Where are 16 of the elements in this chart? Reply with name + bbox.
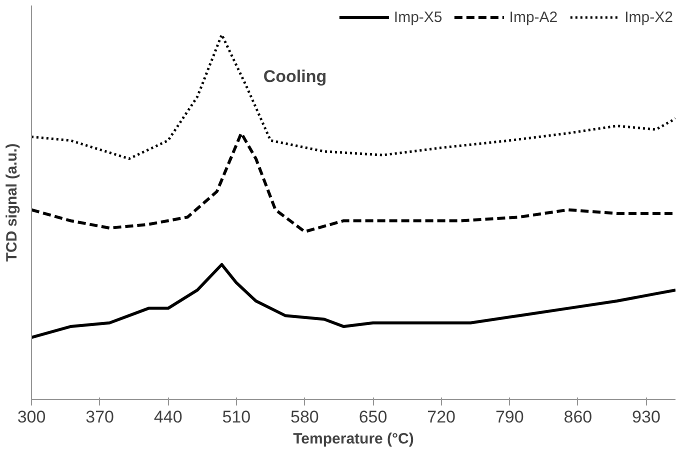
annotation: Cooling — [263, 66, 327, 86]
x-tick-label: 510 — [222, 408, 251, 426]
x-axis-title: Temperature (°C) — [293, 430, 414, 448]
x-tick-label: 930 — [632, 408, 660, 426]
x-tick-label: 300 — [17, 408, 46, 426]
x-tick-label: 790 — [495, 408, 524, 426]
legend-label: Imp-X2 — [624, 8, 673, 26]
x-tick-label: 370 — [86, 408, 114, 426]
x-tick-label: 440 — [154, 408, 182, 426]
x-tick-label: 720 — [427, 408, 456, 426]
x-tick-label: 580 — [290, 408, 319, 426]
legend-label: Imp-X5 — [394, 8, 442, 26]
x-tick-label: 650 — [358, 408, 388, 426]
x-tick-label: 860 — [564, 408, 592, 426]
y-axis-title: TCD signal (a.u.) — [4, 143, 20, 262]
legend-label: Imp-A2 — [509, 8, 558, 26]
